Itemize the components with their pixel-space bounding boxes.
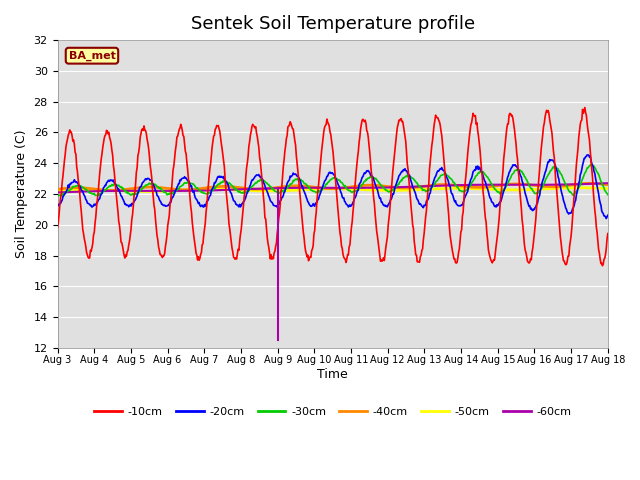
Text: BA_met: BA_met — [68, 50, 115, 61]
X-axis label: Time: Time — [317, 368, 348, 381]
Legend: -10cm, -20cm, -30cm, -40cm, -50cm, -60cm: -10cm, -20cm, -30cm, -40cm, -50cm, -60cm — [90, 403, 575, 421]
Y-axis label: Soil Temperature (C): Soil Temperature (C) — [15, 130, 28, 258]
Title: Sentek Soil Temperature profile: Sentek Soil Temperature profile — [191, 15, 475, 33]
